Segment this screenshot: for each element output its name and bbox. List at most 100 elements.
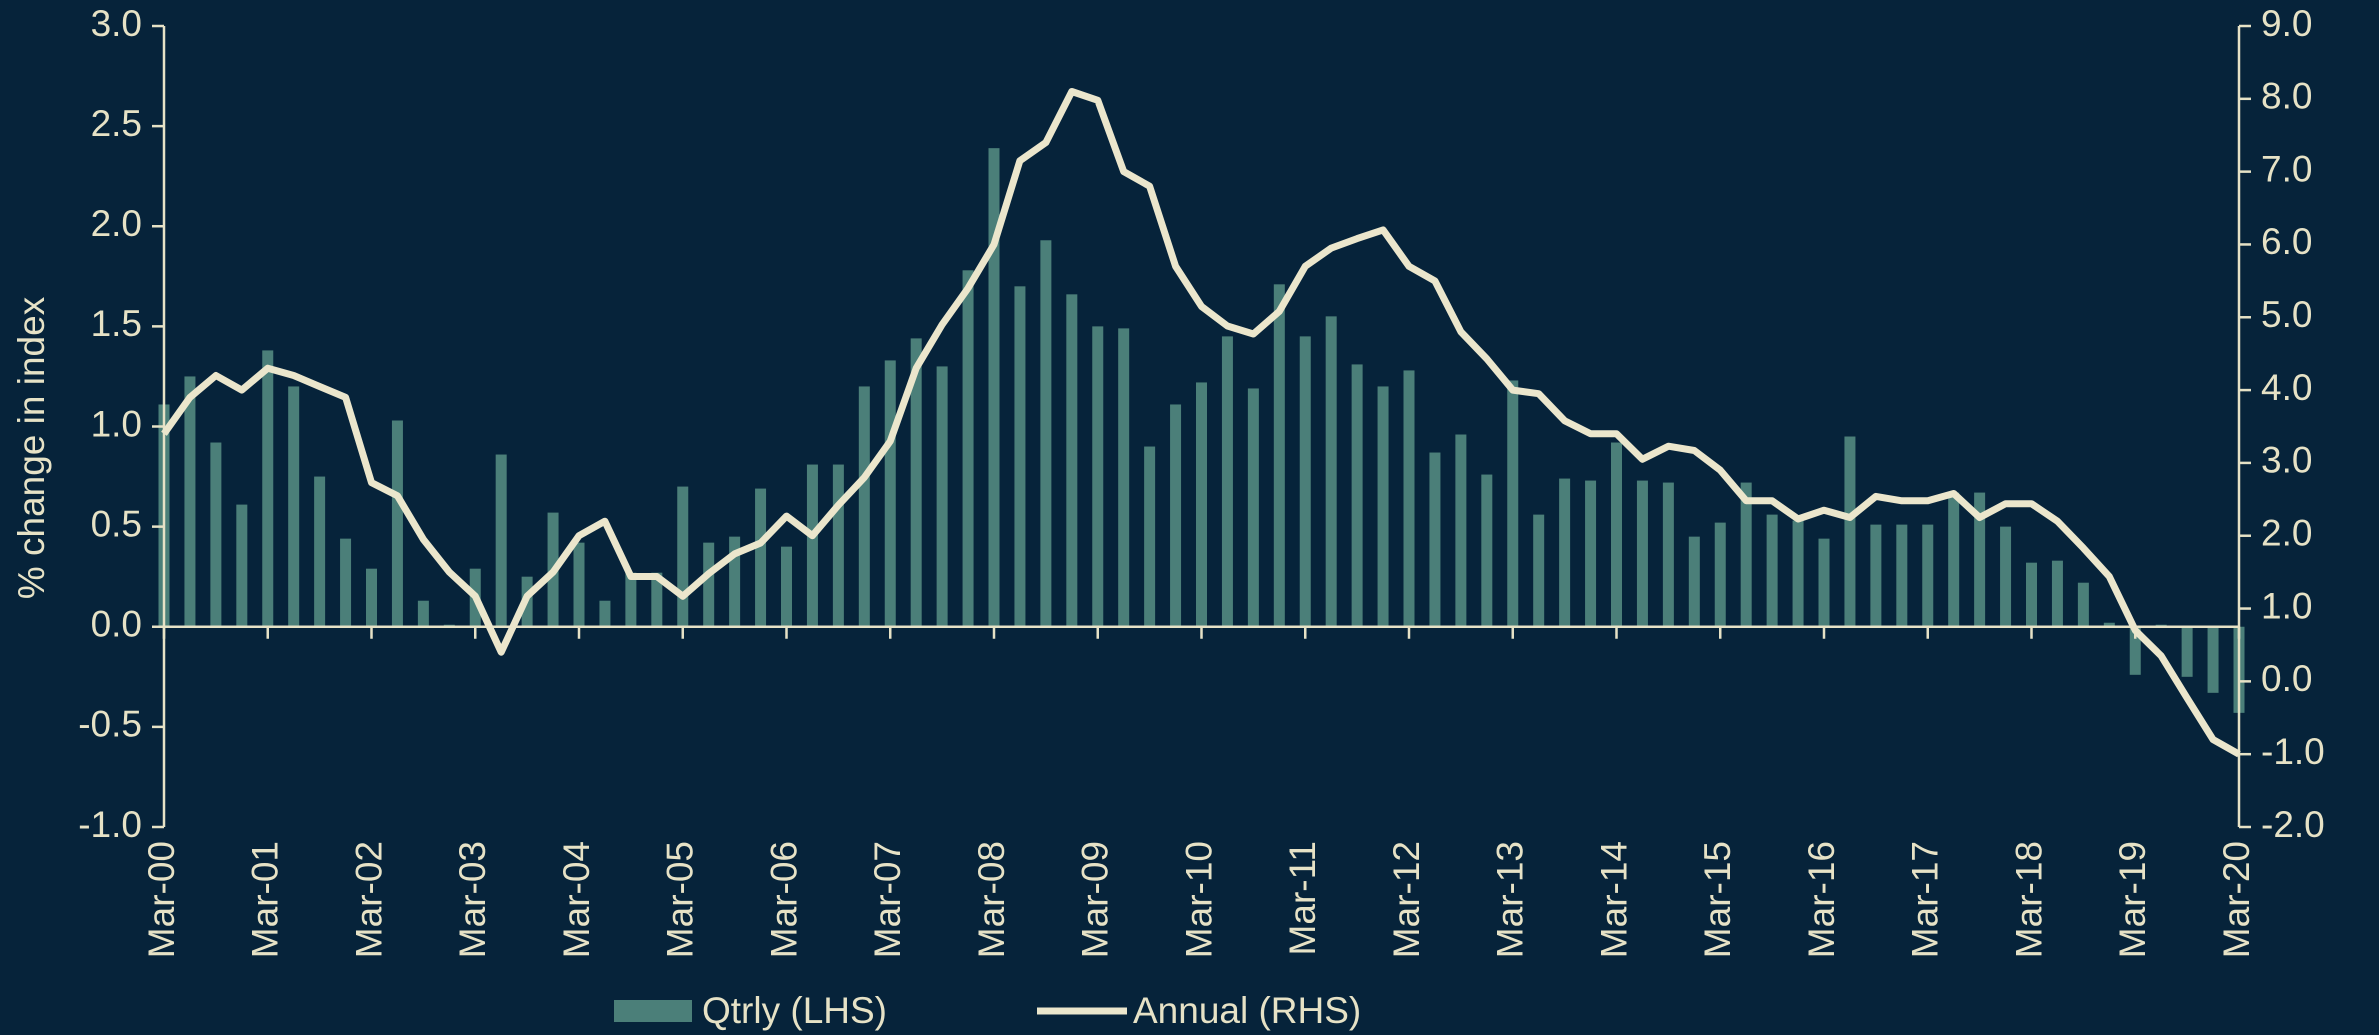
bar (703, 542, 715, 627)
y-tick-label: 3.0 (91, 3, 142, 44)
bar (1585, 480, 1597, 627)
bar (1481, 474, 1493, 627)
bar (1092, 326, 1104, 627)
y2-tick-label: -2.0 (2261, 804, 2325, 845)
bar (1429, 452, 1441, 627)
bar (184, 376, 196, 627)
bar (2000, 526, 2012, 627)
bar (1766, 514, 1778, 627)
bar (729, 536, 741, 627)
y2-tick-label: 2.0 (2261, 513, 2312, 554)
bar (1325, 316, 1337, 627)
y-tick-label: -0.5 (78, 704, 142, 745)
bar (651, 572, 663, 627)
bar (314, 476, 326, 627)
bar (1792, 520, 1804, 627)
x-tick-label: Mar-20 (2216, 841, 2257, 958)
y2-tick-label: 7.0 (2261, 148, 2312, 189)
bar (366, 568, 377, 627)
y2-tick-label: 9.0 (2261, 3, 2312, 44)
x-tick-label: Mar-00 (141, 841, 182, 958)
bar (1377, 386, 1389, 627)
bar (1533, 514, 1545, 627)
x-tick-label: Mar-11 (1282, 841, 1323, 955)
bar (1507, 380, 1519, 627)
legend-label: Annual (RHS) (1133, 990, 1361, 1031)
bar (2207, 626, 2219, 693)
x-tick-label: Mar-17 (1905, 841, 1946, 958)
y2-tick-label: 4.0 (2261, 367, 2312, 408)
y-tick-label: 1.0 (91, 403, 142, 444)
y2-tick-label: 8.0 (2261, 76, 2312, 117)
bar (1040, 240, 1052, 627)
bar (677, 486, 689, 627)
bar (1559, 478, 1571, 627)
bar (1221, 336, 1233, 627)
bar (1636, 480, 1648, 627)
bar (1740, 482, 1752, 627)
x-tick-label: Mar-18 (2008, 841, 2049, 958)
x-tick-label: Mar-02 (348, 841, 389, 958)
bar (210, 442, 222, 627)
x-tick-label: Mar-12 (1386, 841, 1427, 958)
bar (781, 546, 792, 627)
bar (340, 538, 352, 627)
y2-tick-label: 3.0 (2261, 440, 2312, 481)
y2-tick-label: 6.0 (2261, 221, 2312, 262)
bar (936, 366, 948, 627)
legend-swatch (614, 1000, 692, 1022)
bar (1351, 364, 1363, 627)
bar (832, 464, 844, 627)
y2-tick-label: 0.0 (2261, 658, 2312, 699)
y-tick-label: 0.0 (91, 604, 142, 645)
line (161, 88, 2241, 758)
bar (884, 360, 896, 627)
bar (858, 386, 870, 627)
x-tick-label: Mar-03 (452, 841, 493, 958)
bar (391, 420, 403, 627)
bar (1273, 284, 1285, 627)
bar (1144, 446, 1156, 627)
bar (1922, 524, 1934, 627)
x-tick-label: Mar-14 (1593, 841, 1634, 958)
bar (573, 542, 585, 627)
bar (625, 572, 637, 627)
x-tick-label: Mar-15 (1697, 841, 1738, 958)
bar (2026, 562, 2037, 627)
x-tick-label: Mar-08 (971, 841, 1012, 958)
bar (2051, 560, 2063, 627)
bar (1170, 404, 1182, 627)
bar (1611, 442, 1622, 627)
bar (1662, 482, 1674, 627)
x-tick-label: Mar-07 (867, 841, 908, 958)
y-tick-label: 2.5 (91, 103, 142, 144)
x-tick-label: Mar-09 (1075, 841, 1116, 958)
y-axis-label: % change in index (11, 296, 52, 599)
bar (599, 600, 611, 627)
bar (1714, 522, 1726, 627)
bar (2181, 626, 2193, 677)
y-tick-label: 0.5 (91, 503, 142, 544)
x-tick-label: Mar-13 (1490, 841, 1531, 958)
bar (2103, 622, 2115, 627)
x-tick-label: Mar-19 (2112, 841, 2153, 958)
bar (910, 338, 922, 627)
bar (1014, 286, 1026, 627)
y2-tick-label: 5.0 (2261, 294, 2312, 335)
bar (988, 148, 1000, 627)
bar (1455, 434, 1467, 627)
bar (806, 464, 818, 627)
bar (1118, 328, 1130, 627)
x-tick-label: Mar-01 (245, 841, 286, 958)
bar (417, 600, 429, 627)
x-tick-label: Mar-06 (763, 841, 804, 958)
bar (1403, 370, 1415, 627)
bar (1247, 388, 1259, 627)
bar (1896, 524, 1908, 627)
y-tick-label: 1.5 (91, 303, 142, 344)
bar (2129, 626, 2141, 675)
bar (1948, 492, 1960, 627)
bar (262, 350, 274, 627)
bar (288, 386, 300, 627)
